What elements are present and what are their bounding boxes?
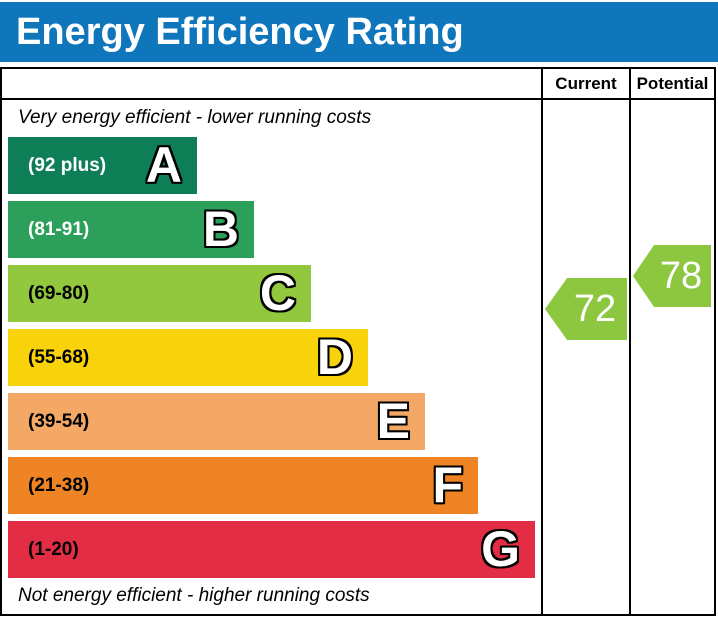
band-c-letter: C <box>259 264 296 321</box>
band-e: (39-54) E <box>8 393 425 450</box>
potential-column-header: Potential <box>636 73 709 93</box>
band-g: (1-20) G <box>8 521 535 578</box>
page-title: Energy Efficiency Rating <box>16 10 464 53</box>
band-g-range: (1-20) <box>28 538 79 560</box>
current-column-header: Current <box>555 73 617 93</box>
band-f-range: (21-38) <box>28 474 90 496</box>
band-b: (81-91) B <box>8 201 254 258</box>
band-g-letter: G <box>481 520 520 577</box>
band-f-letter: F <box>432 456 463 513</box>
band-e-range: (39-54) <box>28 410 90 432</box>
band-d-letter: D <box>316 328 353 385</box>
band-b-letter: B <box>202 200 239 257</box>
band-c: (69-80) C <box>8 265 311 322</box>
band-a: (92 plus) A <box>8 137 197 194</box>
top-note: Very energy efficient - lower running co… <box>18 107 372 128</box>
potential-column-divider <box>629 67 631 616</box>
band-e-letter: E <box>376 392 410 449</box>
bottom-note: Not energy efficient - higher running co… <box>18 585 370 606</box>
potential-rating-value: 78 <box>659 255 703 297</box>
band-b-range: (81-91) <box>28 218 90 240</box>
band-f: (21-38) F <box>8 457 478 514</box>
title-bar: Energy Efficiency Rating <box>0 2 718 62</box>
current-rating-value: 72 <box>573 288 617 330</box>
header-row-divider <box>0 98 716 100</box>
band-d: (55-68) D <box>8 329 368 386</box>
band-a-range: (92 plus) <box>28 154 107 176</box>
current-column-divider <box>541 67 543 616</box>
band-d-range: (55-68) <box>28 346 90 368</box>
band-a-letter: A <box>145 136 182 193</box>
band-c-range: (69-80) <box>28 282 90 304</box>
